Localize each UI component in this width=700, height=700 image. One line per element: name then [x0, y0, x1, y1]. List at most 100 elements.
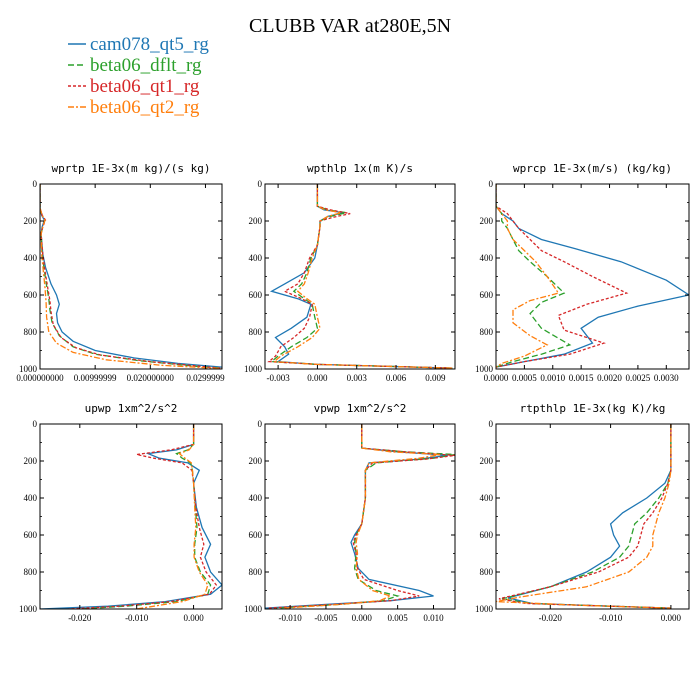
x-tick-label: 0.0005 — [512, 373, 537, 383]
y-tick-label: 0 — [489, 179, 494, 189]
series-line-3 — [40, 184, 222, 369]
panel-frame — [495, 423, 690, 610]
series-line-1 — [40, 184, 222, 368]
y-tick-label: 1000 — [19, 364, 38, 374]
y-tick-label: 800 — [24, 327, 38, 337]
x-tick-label: 0.000000000 — [16, 373, 64, 383]
panels: wprtp 1E-3x(m kg)/(s kg) 0 200 400 600 800 100… — [16, 162, 690, 623]
y-tick-label: 400 — [249, 493, 263, 503]
x-tick-label: 0.0015 — [569, 373, 594, 383]
y-tick-label: 0 — [33, 179, 38, 189]
panel-title: wprcp 1E-3x(m/s) (kg/kg) — [513, 162, 672, 175]
y-tick-label: 600 — [480, 530, 494, 540]
x-tick-label: 0.009 — [425, 373, 446, 383]
series-line-3 — [498, 424, 672, 609]
y-tick-label: 800 — [249, 327, 263, 337]
panel-3: wprcp 1E-3x(m/s) (kg/kg) 0 200 400 600 800 100… — [475, 162, 690, 383]
y-tick-label: 200 — [249, 216, 263, 226]
panel-4: upwp 1xm^2/s^2 0 200 400 600 800 1000 -0.020 -0.… — [19, 402, 223, 623]
panel-5: vpwp 1xm^2/s^2 0 200 400 600 800 1000 -0.010 -0.… — [244, 402, 456, 623]
legend-item: beta06_qt1_rg — [68, 76, 200, 97]
series-line-3 — [496, 184, 629, 368]
x-tick-label: 0.010 — [423, 613, 444, 623]
legend-label: cam078_qt5_rg — [90, 34, 209, 55]
x-tick-label: 0.000 — [183, 613, 204, 623]
x-tick-label: 0.020000000 — [127, 373, 175, 383]
series-line-3 — [68, 424, 218, 609]
panel-frame — [39, 423, 223, 610]
series-line-1 — [496, 184, 689, 368]
y-tick-label: 400 — [24, 493, 38, 503]
y-tick-label: 800 — [24, 567, 38, 577]
series-line-1 — [40, 424, 222, 609]
series-line-1 — [265, 424, 448, 609]
y-tick-label: 1000 — [475, 604, 494, 614]
panel-title: upwp 1xm^2/s^2 — [85, 402, 178, 415]
x-tick-label: -0.010 — [278, 613, 302, 623]
x-tick-label: 0.0299999 — [186, 373, 225, 383]
y-tick-label: 400 — [480, 493, 494, 503]
x-tick-label: -0.010 — [599, 613, 623, 623]
y-tick-label: 1000 — [475, 364, 494, 374]
y-tick-label: 600 — [249, 290, 263, 300]
series-line-3 — [268, 424, 455, 609]
y-tick-label: 800 — [249, 567, 263, 577]
series-line-1 — [269, 184, 453, 369]
x-tick-label: -0.020 — [68, 613, 92, 623]
x-tick-label: 0.000 — [307, 373, 328, 383]
series-line-4 — [40, 184, 222, 369]
y-tick-label: 600 — [249, 530, 263, 540]
series-line-4 — [272, 184, 453, 369]
panel-title: rtpthlp 1E-3x(kg K)/kg — [520, 402, 666, 415]
y-tick-label: 1000 — [19, 604, 38, 614]
x-tick-label: 0.0020 — [597, 373, 622, 383]
y-tick-label: 200 — [480, 456, 494, 466]
legend-label: beta06_dflt_rg — [90, 55, 202, 76]
series-line-2 — [40, 184, 222, 369]
x-tick-label: 0.00999999 — [74, 373, 117, 383]
panel-title: wpthlp 1x(m K)/s — [307, 162, 413, 175]
y-tick-label: 200 — [24, 456, 38, 466]
x-tick-label: -0.005 — [314, 613, 338, 623]
series-line-4 — [282, 424, 441, 609]
y-tick-label: 200 — [480, 216, 494, 226]
panel-6: rtpthlp 1E-3x(kg K)/kg 0 200 400 600 800 1000 -… — [475, 402, 690, 623]
y-tick-label: 600 — [24, 530, 38, 540]
y-tick-label: 0 — [489, 419, 494, 429]
figure-title: CLUBB VAR at280E,5N — [249, 15, 451, 37]
x-tick-label: 0.0030 — [654, 373, 679, 383]
series-line-2 — [501, 424, 672, 609]
panel-title: vpwp 1xm^2/s^2 — [314, 402, 407, 415]
x-tick-label: 0.005 — [388, 613, 409, 623]
series-line-4 — [496, 184, 560, 368]
y-tick-label: 1000 — [244, 364, 263, 374]
legend-item: cam078_qt5_rg — [68, 34, 209, 55]
x-tick-label: 0.000 — [352, 613, 373, 623]
y-tick-label: 400 — [24, 253, 38, 263]
x-tick-label: 0.006 — [386, 373, 407, 383]
x-tick-label: 0.0025 — [626, 373, 651, 383]
series-line-2 — [275, 424, 455, 609]
x-tick-label: -0.020 — [539, 613, 563, 623]
y-tick-label: 0 — [258, 179, 263, 189]
y-tick-label: 1000 — [244, 604, 263, 614]
y-tick-label: 200 — [24, 216, 38, 226]
panel-1: wprtp 1E-3x(m kg)/(s kg) 0 200 400 600 800 100… — [16, 162, 225, 383]
legend-item: beta06_dflt_rg — [68, 55, 202, 76]
series-line-4 — [496, 424, 672, 609]
x-tick-label: 0.0000 — [484, 373, 509, 383]
panel-2: wpthlp 1x(m K)/s 0 200 400 600 800 1000-0.003 0… — [244, 162, 456, 383]
x-tick-label: -0.010 — [125, 613, 149, 623]
y-tick-label: 800 — [480, 567, 494, 577]
panel-frame — [264, 183, 456, 370]
series-line-1 — [507, 424, 672, 609]
x-tick-label: -0.003 — [266, 373, 290, 383]
legend-item: beta06_qt2_rg — [68, 97, 200, 118]
series-line-2 — [79, 424, 212, 609]
y-tick-label: 0 — [33, 419, 38, 429]
panel-frame — [495, 183, 690, 370]
y-tick-label: 800 — [480, 327, 494, 337]
x-tick-label: 0.003 — [347, 373, 368, 383]
y-tick-label: 600 — [480, 290, 494, 300]
x-tick-label: 0.0010 — [540, 373, 565, 383]
